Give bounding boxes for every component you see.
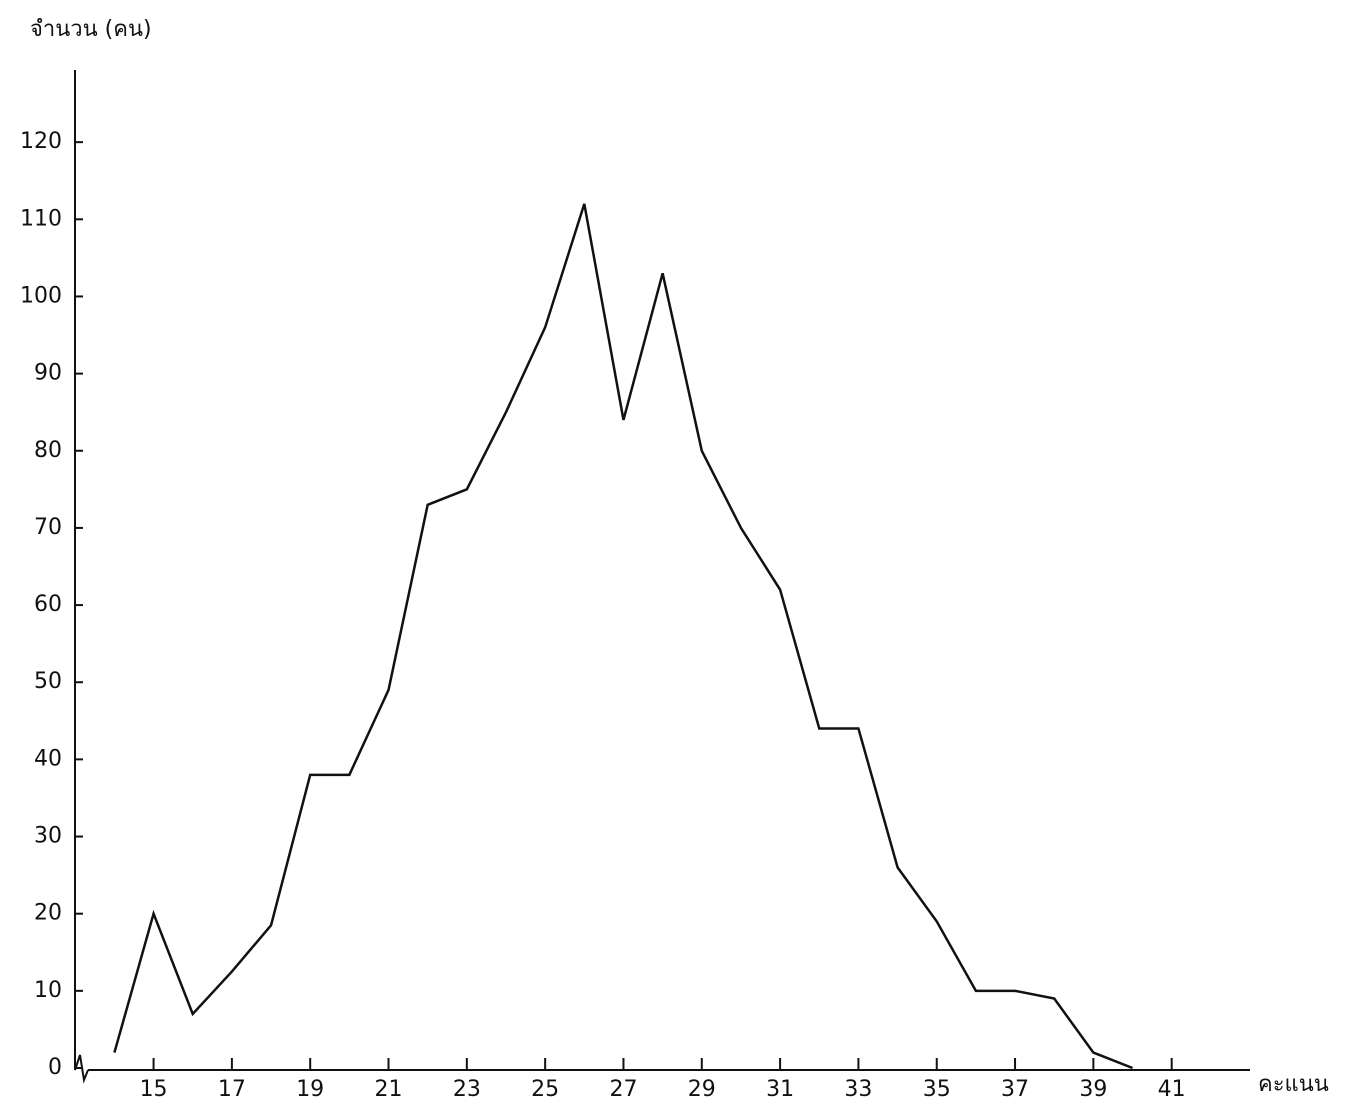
y-tick-label: 20 xyxy=(34,901,62,926)
x-tick-label: 23 xyxy=(453,1077,481,1102)
x-tick-label: 29 xyxy=(688,1077,716,1102)
y-tick-label: 60 xyxy=(34,592,62,617)
y-tick-label: 10 xyxy=(34,978,62,1003)
y-tick-label: 110 xyxy=(20,206,62,231)
y-tick-label: 80 xyxy=(34,438,62,463)
y-tick-label: 30 xyxy=(34,824,62,849)
x-tick-label: 15 xyxy=(140,1077,168,1102)
y-tick-label: 0 xyxy=(48,1055,62,1080)
y-tick-label: 90 xyxy=(34,361,62,386)
y-tick-label: 100 xyxy=(20,283,62,308)
x-axis-label: คะแนน xyxy=(1258,1072,1329,1097)
x-tick-label: 21 xyxy=(375,1077,403,1102)
x-tick-label: 25 xyxy=(531,1077,559,1102)
x-tick-label: 41 xyxy=(1158,1077,1186,1102)
y-axis-label: จำนวน (คน) xyxy=(30,17,152,42)
chart: จำนวน (คน) คะแนน 0 10 20 30 40 50 60 70 80 90 100 1… xyxy=(0,0,1350,1113)
x-tick-label: 33 xyxy=(844,1077,872,1102)
x-tick-label: 39 xyxy=(1079,1077,1107,1102)
y-tick-label: 120 xyxy=(20,129,62,154)
y-tick-label: 50 xyxy=(34,669,62,694)
data-line xyxy=(114,204,1132,1068)
x-tick-label: 35 xyxy=(923,1077,951,1102)
x-tick-label: 31 xyxy=(766,1077,794,1102)
y-tick-label: 40 xyxy=(34,746,62,771)
page: {"chart_data": {"type": "line", "y_label… xyxy=(0,0,1350,1113)
x-tick-label: 27 xyxy=(609,1077,637,1102)
y-tick-label: 70 xyxy=(34,515,62,540)
x-tick-label: 37 xyxy=(1001,1077,1029,1102)
x-tick-label: 19 xyxy=(296,1077,324,1102)
x-tick-label: 17 xyxy=(218,1077,246,1102)
